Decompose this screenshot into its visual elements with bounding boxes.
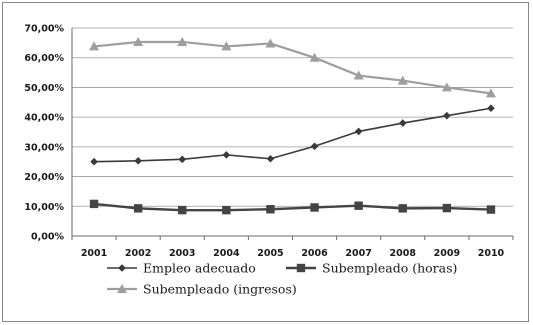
data-point: [310, 142, 319, 151]
data-point: [397, 75, 408, 85]
y-tick-labels: 0,00% 10,00% 20,00% 30,00% 40,00% 50,00% 60,00…: [24, 24, 64, 243]
series-layer: [89, 36, 496, 215]
x-tick-label: 2009: [434, 248, 460, 259]
series-line: [93, 202, 491, 212]
data-point: [90, 157, 98, 166]
data-point: [354, 201, 363, 210]
data-point: [178, 155, 187, 164]
legend-label: Subempleado (horas): [322, 261, 457, 276]
legend-marker: [117, 284, 127, 293]
data-point: [487, 104, 495, 113]
x-tick-label: 2010: [478, 248, 505, 259]
data-point: [134, 157, 142, 165]
data-point: [89, 41, 100, 51]
data-point: [485, 88, 496, 98]
data-point: [309, 52, 320, 62]
data-point: [266, 205, 275, 214]
legend-marker: [118, 264, 126, 272]
data-point: [89, 199, 99, 209]
legend-label: Subempleado (ingresos): [143, 282, 297, 297]
y-tick-label: 70,00%: [24, 24, 64, 35]
data-point: [265, 38, 276, 48]
data-point: [486, 205, 496, 214]
series-line: [93, 40, 492, 95]
y-tick-label: 40,00%: [24, 113, 64, 124]
data-point: [221, 41, 232, 51]
data-point: [222, 151, 231, 159]
x-tick-label: 2001: [81, 248, 107, 259]
data-point: [353, 70, 364, 80]
legend-marker: [296, 263, 306, 273]
x-tick-label: 2005: [257, 248, 283, 259]
series-line: [94, 107, 492, 163]
data-point: [442, 203, 452, 213]
y-tick-label: 20,00%: [24, 172, 64, 183]
data-point: [443, 111, 451, 120]
x-tick-label: 2002: [125, 248, 151, 259]
y-tick-label: 50,00%: [24, 83, 64, 94]
data-point: [133, 204, 143, 213]
chart-frame: [2, 2, 529, 322]
data-point: [310, 203, 319, 212]
data-point: [178, 205, 187, 215]
x-tick-label: 2008: [390, 248, 417, 259]
y-tick-label: 60,00%: [24, 53, 64, 64]
data-point: [441, 82, 452, 92]
data-point: [266, 154, 275, 163]
y-tick-label: 10,00%: [24, 202, 64, 213]
data-point: [398, 119, 407, 127]
grid-lines: [72, 27, 513, 207]
x-tick-label: 2007: [345, 248, 371, 259]
y-tick-label: 0,00%: [31, 232, 64, 243]
legend-label: Empleo adecuado: [143, 261, 256, 276]
x-tick-labels: 2001 2002 2003 2004 2005 2006 2007 2008 2009 2010: [81, 248, 505, 259]
data-point: [177, 36, 188, 46]
data-point: [133, 36, 144, 46]
data-point: [398, 204, 407, 213]
x-tick-label: 2004: [213, 248, 240, 259]
x-tick-label: 2006: [301, 248, 328, 259]
axes: [71, 28, 514, 240]
legend: Empleo adecuado Subempleado (horas) Subemp…: [107, 261, 457, 297]
x-tick-label: 2003: [169, 248, 195, 259]
data-point: [222, 205, 231, 215]
y-tick-label: 30,00%: [24, 142, 64, 153]
data-point: [354, 127, 363, 136]
